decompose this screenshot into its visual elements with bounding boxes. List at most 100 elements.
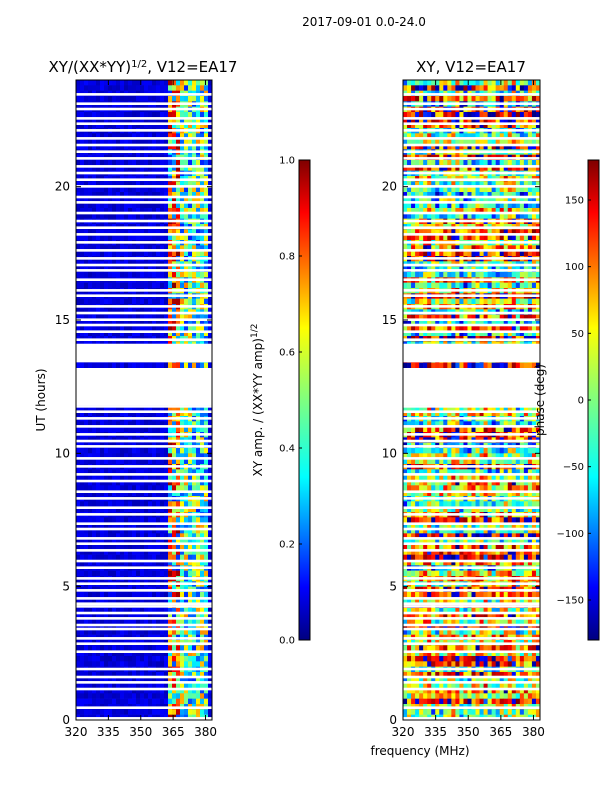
heatmap-cell xyxy=(132,133,137,139)
heatmap-cell xyxy=(156,480,161,486)
heatmap-cell xyxy=(160,554,165,561)
heatmap-cell xyxy=(124,469,129,475)
heatmap-cell xyxy=(100,688,105,694)
flagged-row xyxy=(76,107,212,111)
heatmap-cell xyxy=(204,426,209,433)
heatmap-cell xyxy=(92,474,97,481)
heatmap-cell xyxy=(116,458,121,465)
heatmap-cell xyxy=(76,208,81,214)
heatmap-cell xyxy=(116,554,121,561)
heatmap-cell xyxy=(455,117,460,123)
heatmap-cell xyxy=(188,405,193,411)
heatmap-cell xyxy=(531,160,537,166)
heatmap-cell xyxy=(144,192,149,198)
heatmap-cell xyxy=(200,272,205,278)
heatmap-cell xyxy=(88,693,93,699)
heatmap-cell xyxy=(116,165,121,171)
heatmap-cell xyxy=(128,522,133,529)
heatmap-cell xyxy=(144,661,149,667)
heatmap-cell xyxy=(208,133,212,139)
heatmap-cell xyxy=(184,122,189,129)
heatmap-cell xyxy=(419,133,424,139)
heatmap-cell xyxy=(188,250,193,257)
heatmap-cell xyxy=(204,272,209,278)
heatmap-cell xyxy=(208,485,212,491)
heatmap-cell xyxy=(208,245,212,251)
heatmap-cell xyxy=(204,245,209,251)
heatmap-cell xyxy=(80,186,85,193)
heatmap-cell xyxy=(208,213,212,219)
heatmap-cell xyxy=(80,421,85,427)
heatmap-cell xyxy=(176,85,181,91)
heatmap-cell xyxy=(164,202,169,209)
heatmap-cell xyxy=(204,202,209,209)
heatmap-cell xyxy=(76,85,81,91)
heatmap-cell xyxy=(172,426,177,433)
heatmap-cell xyxy=(112,138,117,145)
heatmap-cell xyxy=(176,229,181,235)
heatmap-cell xyxy=(108,453,113,459)
heatmap-cell xyxy=(439,192,444,198)
heatmap-cell xyxy=(128,533,133,539)
heatmap-cell xyxy=(188,613,193,619)
heatmap-cell xyxy=(148,672,153,678)
heatmap-cell xyxy=(144,325,149,331)
heatmap-cell xyxy=(200,506,205,513)
heatmap-cell xyxy=(120,245,125,251)
heatmap-cell xyxy=(192,522,197,529)
heatmap-cell xyxy=(120,421,125,427)
heatmap-cell xyxy=(455,144,460,150)
heatmap-cell xyxy=(172,517,177,523)
heatmap-cell xyxy=(120,160,125,166)
heatmap-cell xyxy=(152,117,157,123)
heatmap-cell xyxy=(148,570,153,577)
heatmap-cell xyxy=(483,117,488,123)
heatmap-cell xyxy=(503,80,509,86)
heatmap-cell xyxy=(200,629,205,635)
heatmap-cell xyxy=(156,202,161,209)
heatmap-cell xyxy=(124,490,129,497)
heatmap-cell xyxy=(423,122,428,129)
heatmap-cell xyxy=(80,682,85,689)
heatmap-cell xyxy=(184,202,189,209)
heatmap-cell xyxy=(92,330,97,337)
heatmap-cell xyxy=(132,80,137,86)
heatmap-cell xyxy=(104,672,109,678)
heatmap-cell xyxy=(100,650,105,657)
heatmap-cell xyxy=(124,410,129,417)
heatmap-cell xyxy=(76,133,81,139)
heatmap-cell xyxy=(152,528,157,534)
heatmap-cell xyxy=(88,624,93,630)
heatmap-cell xyxy=(80,250,85,257)
heatmap-cell xyxy=(108,490,113,497)
heatmap-cell xyxy=(427,144,432,150)
heatmap-cell xyxy=(120,453,125,459)
heatmap-cell xyxy=(523,186,529,193)
heatmap-cell xyxy=(196,133,201,139)
heatmap-cell xyxy=(463,192,468,198)
heatmap-cell xyxy=(176,677,181,683)
heatmap-cell xyxy=(124,474,129,481)
heatmap-cell xyxy=(443,186,448,193)
heatmap-cell xyxy=(112,213,117,219)
flagged-row xyxy=(76,143,212,147)
heatmap-cell xyxy=(128,144,133,150)
heatmap-cell xyxy=(148,656,153,662)
heatmap-cell xyxy=(168,272,173,278)
heatmap-cell xyxy=(176,165,181,171)
colorbar-tick-label: 0.0 xyxy=(279,636,295,647)
heatmap-cell xyxy=(108,202,113,209)
heatmap-cell xyxy=(180,533,185,539)
heatmap-cell xyxy=(196,426,201,433)
heatmap-cell xyxy=(108,112,113,118)
heatmap-cell xyxy=(499,133,505,139)
heatmap-cell xyxy=(403,192,408,198)
heatmap-cell xyxy=(96,410,101,417)
heatmap-cell xyxy=(148,613,153,619)
heatmap-cell xyxy=(116,197,121,203)
heatmap-cell xyxy=(164,592,169,598)
heatmap-cell xyxy=(208,96,212,102)
heatmap-cell xyxy=(160,485,165,491)
heatmap-cell xyxy=(132,474,137,481)
heatmap-cell xyxy=(132,245,137,251)
